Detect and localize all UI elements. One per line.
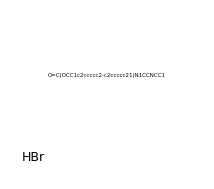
Text: HBr: HBr	[21, 151, 45, 164]
Text: O=C(OCC1c2ccccc2-c2ccccc21)N1CCNCC1: O=C(OCC1c2ccccc2-c2ccccc21)N1CCNCC1	[48, 73, 166, 78]
